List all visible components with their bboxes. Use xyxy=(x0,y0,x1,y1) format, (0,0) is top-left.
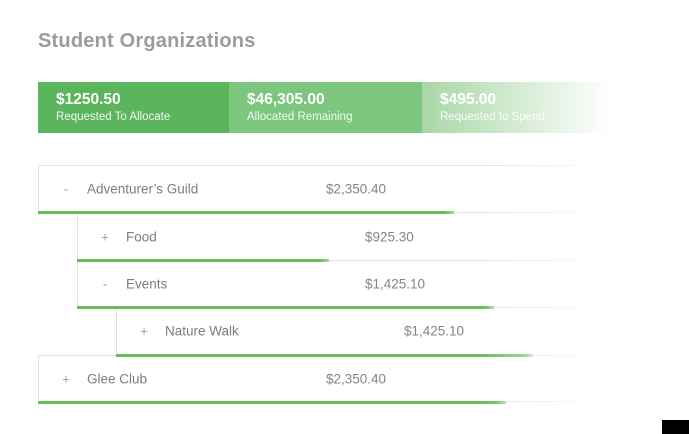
row-label: Nature Walk xyxy=(165,323,239,339)
row-amount: $925.30 xyxy=(365,229,414,245)
expand-collapse-toggle[interactable]: + xyxy=(62,371,70,387)
bottom-right-black-box xyxy=(662,420,689,434)
stat-value: $46,305.00 xyxy=(247,91,325,108)
stat-card-allocated-remaining: $46,305.00 Allocated Remaining xyxy=(229,82,422,133)
row-label: Glee Club xyxy=(87,371,148,387)
progress-bar xyxy=(38,400,506,404)
org-tree: - Adventurer’s Guild $2,350.40 + Food $9… xyxy=(38,165,615,404)
row-amount: $2,350.40 xyxy=(326,181,387,197)
tree-row[interactable]: + Glee Club $2,350.40 xyxy=(38,354,615,404)
row-amount: $1,425.10 xyxy=(365,276,426,292)
row-amount: $1,425.10 xyxy=(404,323,465,339)
progress-bar xyxy=(77,258,329,262)
stat-label: Allocated Remaining xyxy=(247,111,353,123)
stat-card-requested-to-allocate: $1250.50 Requested To Allocate xyxy=(38,82,229,133)
row-label: Food xyxy=(126,229,157,245)
row-label: Adventurer’s Guild xyxy=(87,181,199,197)
expand-collapse-toggle[interactable]: + xyxy=(101,229,109,245)
progress-bar xyxy=(77,306,494,310)
progress-bar xyxy=(116,353,533,357)
page-title: Student Organizations xyxy=(38,30,256,52)
stat-value: $1250.50 xyxy=(56,91,121,108)
expand-collapse-toggle[interactable]: - xyxy=(63,181,69,197)
tree-row[interactable]: + Food $925.30 xyxy=(77,212,615,262)
expand-collapse-toggle[interactable]: + xyxy=(140,323,148,339)
row-amount: $2,350.40 xyxy=(326,371,387,387)
progress-bar xyxy=(38,211,454,215)
tree-row[interactable]: + Nature Walk $1,425.10 xyxy=(116,307,615,357)
expand-collapse-toggle[interactable]: - xyxy=(102,276,108,292)
tree-row[interactable]: - Adventurer’s Guild $2,350.40 xyxy=(38,165,615,215)
tree-row[interactable]: - Events $1,425.10 xyxy=(77,259,615,310)
stat-value: $495.00 xyxy=(440,91,497,108)
stat-card-requested-to-spend: $495.00 Requested to Spend xyxy=(422,82,615,133)
summary-cards: $1250.50 Requested To Allocate $46,305.0… xyxy=(38,82,615,133)
stat-label: Requested to Spend xyxy=(440,111,545,123)
stat-label: Requested To Allocate xyxy=(56,111,171,123)
row-label: Events xyxy=(126,276,168,292)
